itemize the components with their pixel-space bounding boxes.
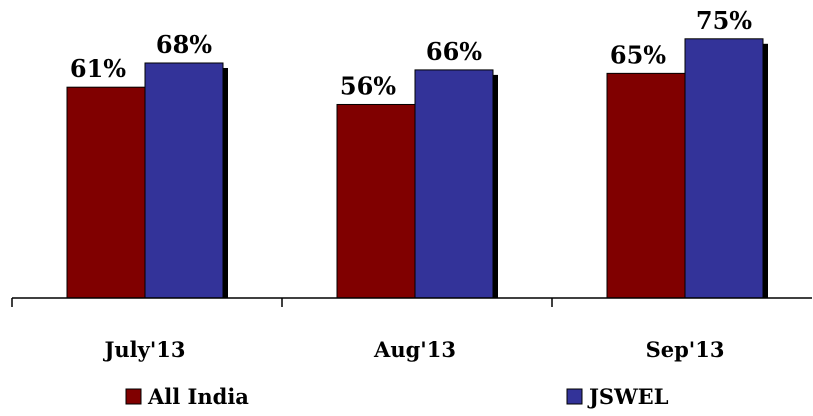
legend-swatch [566,388,583,405]
bar-shadow [493,74,498,299]
bar-jswel-2 [414,69,494,299]
data-label: 56% [340,71,396,100]
x-tick-label: Sep'13 [646,337,725,362]
bar-all-india-2 [336,103,416,299]
data-label: 68% [156,30,212,59]
data-label: 65% [610,40,666,69]
bar-jswel-1 [144,62,224,299]
data-label: 61% [70,54,126,83]
legend-swatch [125,388,142,405]
bar-shadow [763,43,768,298]
x-tick-label: Aug'13 [373,337,456,362]
bar-all-india-1 [66,86,146,299]
x-tick-label: July'13 [102,337,185,362]
data-label: 66% [426,37,482,66]
data-label: 75% [696,6,752,35]
bar-jswel-3 [684,38,764,299]
legend-label: All India [147,384,249,409]
legend-label: JSWEL [587,384,669,409]
bar-all-india-3 [606,72,686,299]
bar-shadow [223,67,228,298]
